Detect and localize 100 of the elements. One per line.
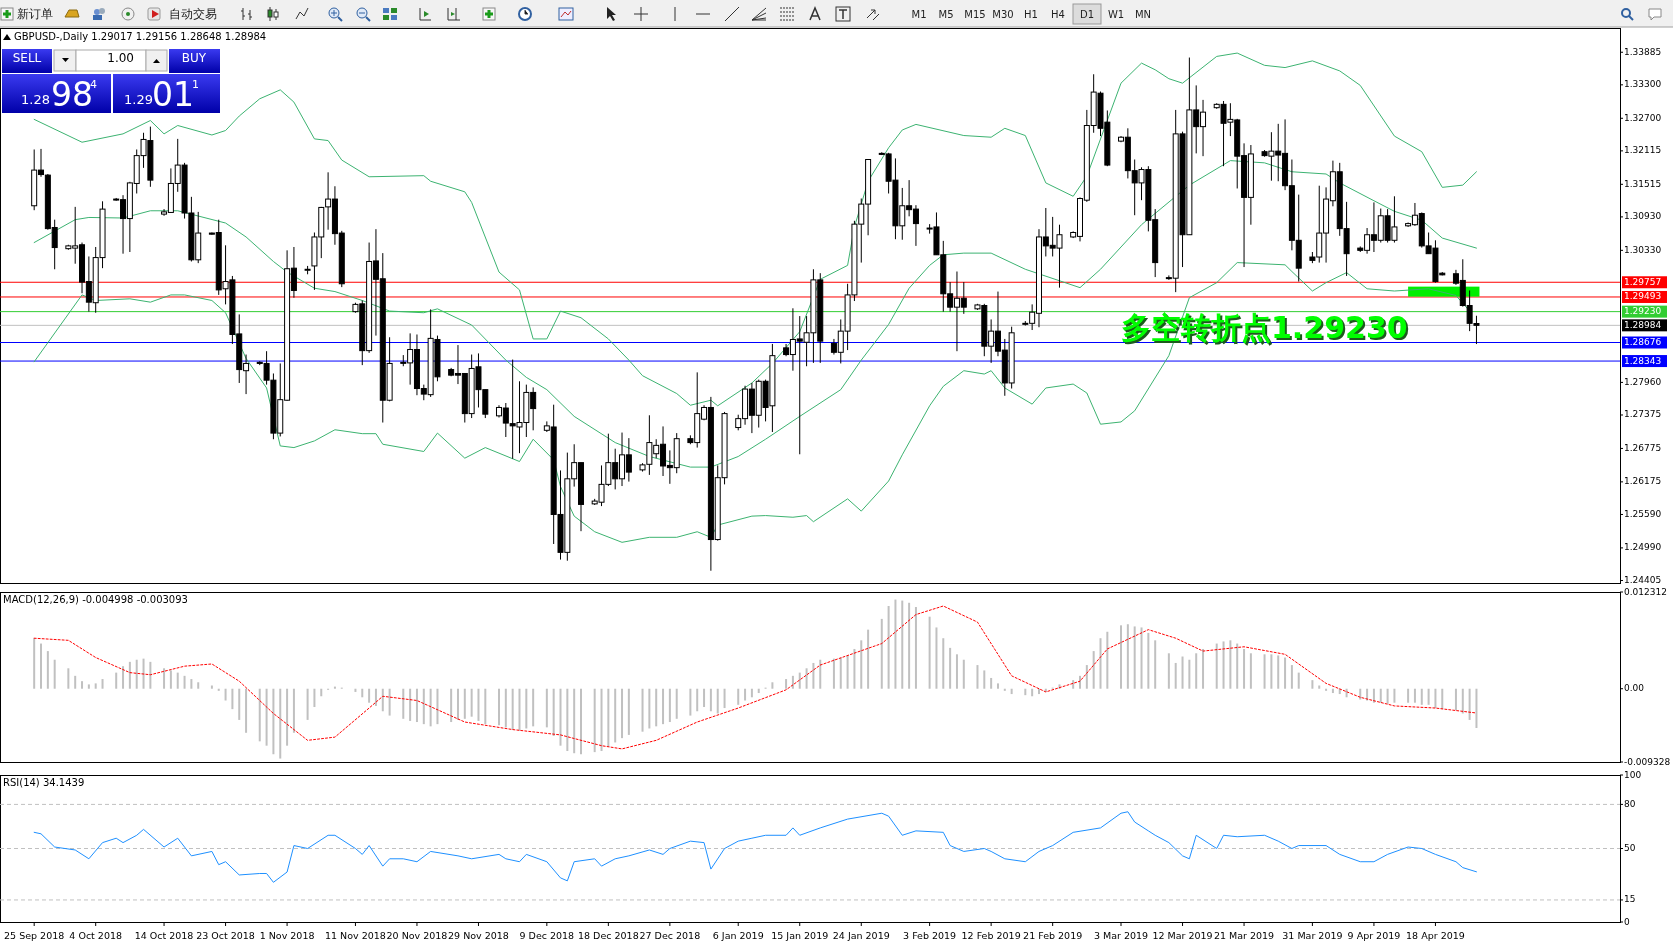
bar [1229,640,1232,689]
y-tick-label: 1.24990 [1624,542,1662,553]
bar [142,658,145,689]
bar [566,688,569,752]
bar [1031,688,1034,697]
bar [1249,653,1252,689]
bar [798,672,801,689]
bar [1099,638,1102,689]
bar [1126,624,1129,689]
bar [149,661,152,689]
x-tick-label: 27 Dec 2018 [639,930,701,941]
x-tick-label: 23 Oct 2018 [196,930,255,941]
bar [1284,657,1287,689]
ref-line-label: 1.28343 [1624,355,1662,366]
bar [1325,688,1328,691]
bar [40,643,43,689]
bar [292,688,295,733]
y-tick-label: 0 [1624,916,1630,927]
y-tick-label: 1.30330 [1624,244,1662,255]
bar [990,677,993,689]
bar [1120,625,1123,689]
bar [176,672,179,689]
bar [477,688,480,721]
bar [1024,688,1027,696]
bar [74,675,77,689]
bar [559,688,562,746]
bar [1311,680,1314,689]
bar [668,688,671,723]
bar [313,688,316,708]
bar [415,688,418,723]
bar [887,606,890,689]
bar [497,688,500,726]
bar [641,688,644,732]
bar [600,688,603,752]
y-tick-label: 100 [1624,769,1642,780]
x-tick-label: 9 Dec 2018 [519,930,575,941]
text: 自动交易 [169,7,217,21]
y-tick-label: 80 [1624,798,1636,809]
bar [1297,672,1300,689]
bar [696,688,699,712]
bar [1202,648,1205,689]
bar [744,688,747,701]
bar [1188,659,1191,689]
annotation: SELL [12,51,42,65]
bar [737,688,740,705]
bar [791,675,794,689]
bar [1140,627,1143,689]
bar [402,688,405,719]
bar [53,659,56,689]
bar [1290,665,1293,689]
bar [1413,688,1416,703]
x-tick-label: 9 Apr 2019 [1347,930,1401,941]
y-tick-label: 1.26175 [1624,476,1662,487]
annotation: 4 [90,78,97,91]
bar [935,627,938,689]
bar [306,688,309,720]
bar [1243,648,1246,689]
bar [545,688,548,728]
y-tick-label: 0.012312 [1624,586,1667,597]
bar [805,668,808,689]
bar [197,682,200,689]
bar [750,688,753,698]
bar [1195,653,1198,689]
bar [484,688,487,725]
bar [436,688,439,725]
text: M1 [911,9,927,20]
bar [1407,688,1410,703]
y-tick-label: 1.30930 [1624,211,1662,222]
y-tick-label: 1.33885 [1624,46,1662,57]
bar [580,688,583,755]
bar [716,688,719,714]
x-tick-label: 18 Dec 2018 [578,930,639,941]
bar [908,602,911,689]
ref-line-label: 1.29493 [1624,291,1662,302]
text: D1 [1079,9,1095,20]
bar [812,662,815,689]
x-tick-label: 24 Jan 2019 [832,930,890,941]
x-tick-label: 4 Oct 2018 [69,930,123,941]
line-series [33,160,1477,468]
bar [381,688,384,712]
bar [320,688,323,697]
bar [128,661,131,689]
text: MN [1134,9,1152,20]
bar [224,688,227,701]
bar [723,688,726,709]
y-tick-label: 1.25590 [1624,508,1662,519]
y-tick-label: 1.33300 [1624,79,1662,90]
bar [286,688,289,746]
bar [217,688,220,691]
bar [279,688,282,759]
x-tick-label: 21 Feb 2019 [1023,930,1083,941]
bar [135,659,138,689]
y-tick-label: 1.32115 [1624,145,1662,156]
x-tick-label: 1 Nov 2018 [259,930,315,941]
bar [1072,680,1075,689]
bar [689,688,692,716]
bar [593,688,596,753]
text: M5 [938,9,954,20]
bar [245,688,248,733]
bar [1174,662,1177,689]
